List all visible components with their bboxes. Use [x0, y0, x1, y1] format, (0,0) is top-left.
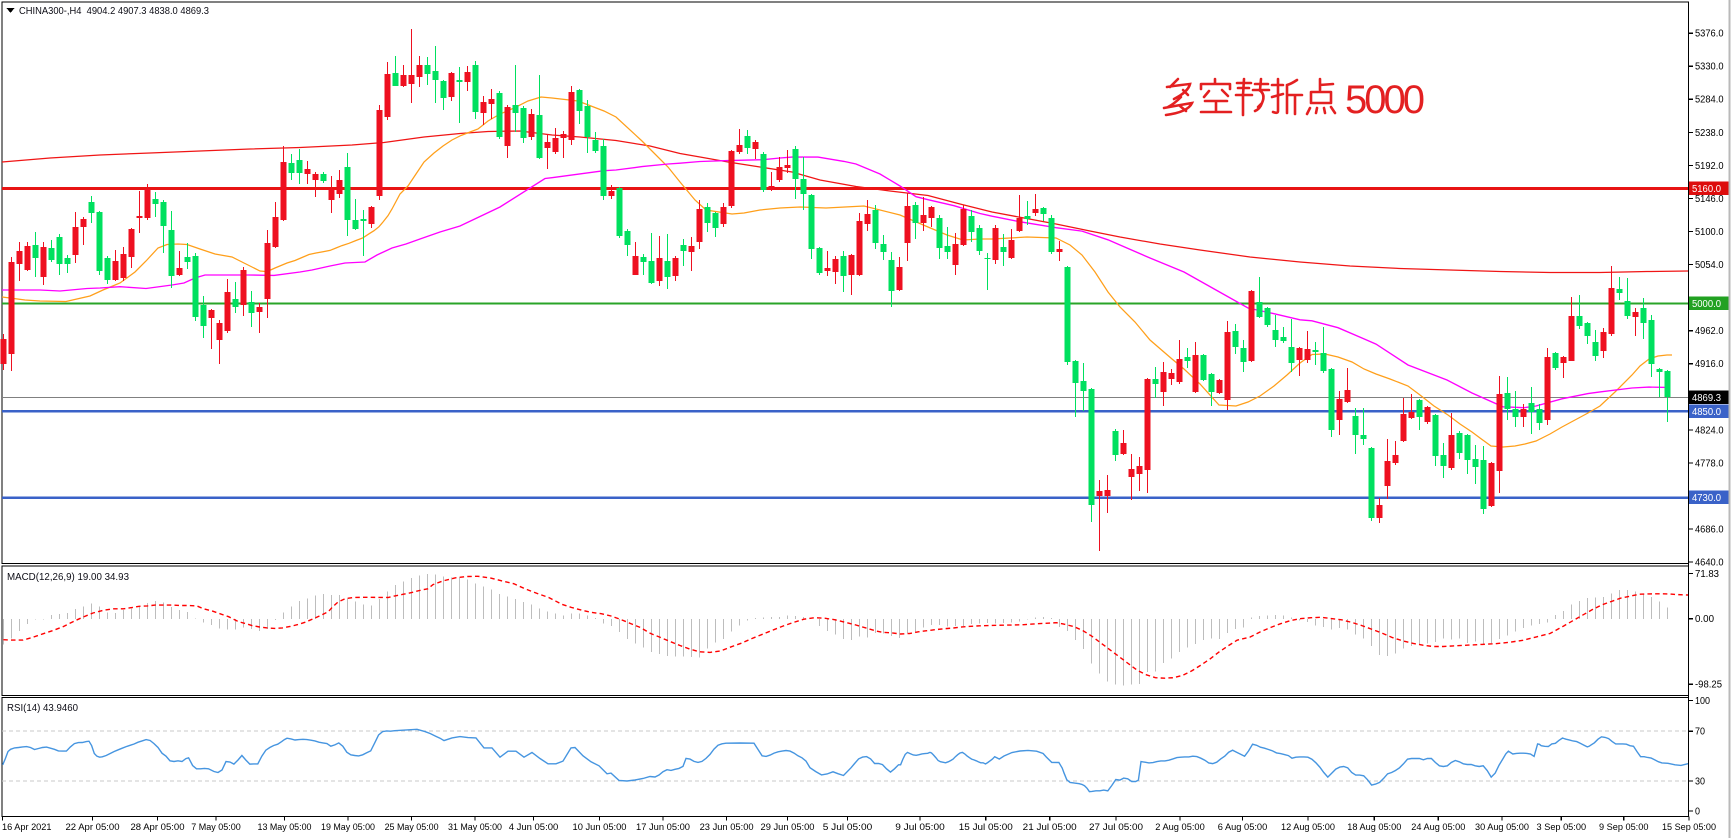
svg-text:3 Sep 05:00: 3 Sep 05:00 — [1537, 822, 1587, 833]
svg-text:10 Jun 05:00: 10 Jun 05:00 — [573, 822, 627, 833]
svg-text:19 May 05:00: 19 May 05:00 — [321, 822, 375, 833]
svg-text:CHINA300-,H4 4904.2 4907.3 48: CHINA300-,H4 4904.2 4907.3 4838.0 4869.3 — [19, 6, 209, 17]
svg-text:70: 70 — [1695, 727, 1705, 738]
svg-text:100: 100 — [1695, 696, 1710, 707]
svg-text:15 Sep 05:00: 15 Sep 05:00 — [1662, 822, 1716, 833]
svg-text:9 Jul 05:00: 9 Jul 05:00 — [895, 822, 945, 833]
svg-text:0.00: 0.00 — [1695, 614, 1715, 625]
svg-text:30 Aug 05:00: 30 Aug 05:00 — [1475, 822, 1529, 833]
svg-text:6 Aug 05:00: 6 Aug 05:00 — [1218, 822, 1268, 833]
svg-text:4640.0: 4640.0 — [1695, 558, 1724, 569]
svg-text:4916.0: 4916.0 — [1695, 359, 1724, 370]
svg-text:4869.3: 4869.3 — [1692, 393, 1722, 404]
svg-text:29 Jun 05:00: 29 Jun 05:00 — [761, 822, 815, 833]
svg-text:0: 0 — [1695, 806, 1701, 817]
svg-text:4 Jun 05:00: 4 Jun 05:00 — [509, 822, 559, 833]
svg-text:21 Jul 05:00: 21 Jul 05:00 — [1023, 822, 1077, 833]
svg-text:15 Jul 05:00: 15 Jul 05:00 — [959, 822, 1013, 833]
svg-text:5100.0: 5100.0 — [1695, 227, 1724, 238]
svg-text:31 May 05:00: 31 May 05:00 — [448, 822, 502, 833]
svg-text:MACD(12,26,9) 19.00 34.93: MACD(12,26,9) 19.00 34.93 — [7, 572, 129, 583]
svg-text:RSI(14) 43.9460: RSI(14) 43.9460 — [7, 703, 78, 714]
svg-text:5284.0: 5284.0 — [1695, 95, 1724, 106]
svg-text:17 Jun 05:00: 17 Jun 05:00 — [636, 822, 690, 833]
svg-text:25 May 05:00: 25 May 05:00 — [385, 822, 439, 833]
svg-text:-98.25: -98.25 — [1695, 680, 1723, 691]
svg-text:4686.0: 4686.0 — [1695, 524, 1724, 535]
svg-text:5000: 5000 — [1345, 78, 1425, 122]
svg-text:22 Apr 05:00: 22 Apr 05:00 — [66, 822, 120, 833]
svg-text:4850.0: 4850.0 — [1692, 407, 1722, 418]
svg-text:12 Aug 05:00: 12 Aug 05:00 — [1281, 822, 1335, 833]
svg-text:4824.0: 4824.0 — [1695, 425, 1724, 436]
svg-text:5054.0: 5054.0 — [1695, 260, 1724, 271]
svg-text:5 Jul 05:00: 5 Jul 05:00 — [823, 822, 873, 833]
svg-text:5000.0: 5000.0 — [1692, 299, 1722, 310]
svg-text:23 Jun 05:00: 23 Jun 05:00 — [700, 822, 754, 833]
svg-text:16 Apr 2021: 16 Apr 2021 — [2, 822, 52, 833]
svg-text:5146.0: 5146.0 — [1695, 194, 1724, 205]
svg-text:2 Aug 05:00: 2 Aug 05:00 — [1155, 822, 1205, 833]
svg-text:5160.0: 5160.0 — [1692, 184, 1722, 195]
svg-text:28 Apr 05:00: 28 Apr 05:00 — [131, 822, 185, 833]
svg-text:5192.0: 5192.0 — [1695, 161, 1724, 172]
svg-text:24 Aug 05:00: 24 Aug 05:00 — [1411, 822, 1465, 833]
svg-text:5238.0: 5238.0 — [1695, 128, 1724, 139]
svg-text:4730.0: 4730.0 — [1692, 493, 1722, 504]
svg-text:5330.0: 5330.0 — [1695, 62, 1724, 73]
svg-text:71.83: 71.83 — [1695, 569, 1720, 580]
svg-text:5376.0: 5376.0 — [1695, 29, 1724, 40]
svg-text:4962.0: 4962.0 — [1695, 326, 1724, 337]
svg-text:4778.0: 4778.0 — [1695, 458, 1724, 469]
svg-text:18 Aug 05:00: 18 Aug 05:00 — [1347, 822, 1401, 833]
svg-text:7 May 05:00: 7 May 05:00 — [191, 822, 241, 833]
svg-text:30: 30 — [1695, 776, 1705, 787]
svg-text:27 Jul 05:00: 27 Jul 05:00 — [1089, 822, 1143, 833]
svg-text:13 May 05:00: 13 May 05:00 — [258, 822, 312, 833]
svg-text:9 Sep 05:00: 9 Sep 05:00 — [1599, 822, 1649, 833]
